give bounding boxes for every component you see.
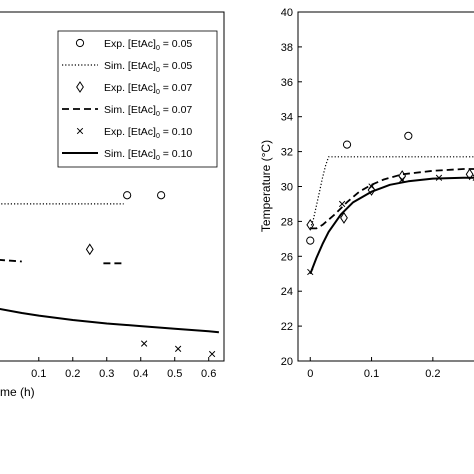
right-y-tick-label: 38 bbox=[281, 42, 293, 54]
left-x-tick-label: 0.4 bbox=[133, 368, 148, 380]
right-series-solid-line bbox=[309, 176, 474, 275]
left-series-dashed-line bbox=[0, 259, 22, 263]
right-y-tick-label: 22 bbox=[281, 321, 293, 333]
legend-entry: Sim. [EtAc]0 = 0.07 bbox=[62, 104, 192, 118]
right-x-point bbox=[307, 268, 314, 276]
legend-entry: Exp. [EtAc]0 = 0.07 bbox=[76, 81, 192, 96]
left-circle-point bbox=[123, 191, 132, 200]
right-y-tick-label: 40 bbox=[281, 7, 293, 19]
left-circle-point bbox=[157, 191, 166, 200]
left-x-point bbox=[174, 345, 182, 352]
left-x-tick-label: 0.6 bbox=[201, 368, 216, 380]
right-x-point bbox=[399, 176, 406, 183]
left-plot-area bbox=[0, 191, 219, 358]
left-axes-box bbox=[0, 11, 225, 362]
right-series-dotted-line bbox=[309, 156, 474, 229]
right-x-point bbox=[435, 174, 443, 181]
legend-entry: Exp. [EtAc]0 = 0.05 bbox=[75, 38, 192, 52]
right-y-tick-label: 20 bbox=[281, 356, 293, 368]
right-series-dashed-line bbox=[310, 168, 474, 230]
right-circle-point bbox=[342, 140, 352, 149]
right-x-tick-label: 0.2 bbox=[425, 368, 440, 380]
legend-label: Exp. [EtAc]0 = 0.10 bbox=[104, 126, 192, 140]
right-x-point bbox=[368, 183, 375, 190]
right-y-tick-label: 24 bbox=[281, 286, 293, 298]
legend-label: Sim. [EtAc]0 = 0.05 bbox=[104, 60, 192, 74]
legend: Exp. [EtAc]0 = 0.05 Sim. [EtAc]0 = 0.05 Ex… bbox=[57, 30, 218, 168]
right-diamond-point bbox=[465, 168, 474, 181]
right-x-point bbox=[338, 200, 346, 208]
right-y-tick-label: 32 bbox=[281, 147, 293, 159]
left-diamond-point bbox=[85, 243, 94, 256]
legend-label: Sim. [EtAc]0 = 0.10 bbox=[104, 148, 192, 162]
legend-entry: Sim. [EtAc]0 = 0.05 bbox=[62, 60, 192, 74]
right-axis-ticks: 0 0.1 0.2 20 22 24 26 28 30 32 34 36 38 40 bbox=[281, 7, 441, 380]
left-x-tick-label: 0.1 bbox=[31, 368, 46, 380]
left-series-solid-line bbox=[0, 307, 219, 334]
right-x-tick-label: 0.1 bbox=[364, 368, 379, 380]
right-y-tick-label: 26 bbox=[281, 251, 293, 263]
right-y-tick-label: 30 bbox=[281, 182, 293, 194]
right-y-tick-label: 34 bbox=[281, 112, 293, 124]
right-chart-panel: 0 0.1 0.2 20 22 24 26 28 30 32 34 36 38 40 Temperatur… bbox=[259, 7, 474, 380]
right-diamond-point bbox=[398, 170, 407, 182]
legend-entry: Exp. [EtAc]0 = 0.10 bbox=[76, 126, 192, 140]
legend-label: Exp. [EtAc]0 = 0.07 bbox=[104, 82, 192, 96]
right-y-tick-label: 36 bbox=[281, 77, 293, 89]
left-x-tick-label: 0.3 bbox=[99, 368, 114, 380]
right-y-tick-label: 28 bbox=[281, 216, 293, 228]
left-x-axis-title: me (h) bbox=[0, 385, 35, 399]
left-x-point bbox=[208, 350, 216, 358]
legend-entry: Sim. [EtAc]0 = 0.10 bbox=[62, 148, 192, 162]
legend-label: Sim. [EtAc]0 = 0.07 bbox=[104, 104, 192, 118]
left-x-ticks: 0.1 0.2 0.3 0.4 0.5 0.6 bbox=[31, 357, 216, 380]
left-chart-panel: 0.1 0.2 0.3 0.4 0.5 0.6 me (h) Exp. [EtAc]0 =… bbox=[0, 11, 225, 399]
left-x-tick-label: 0.5 bbox=[167, 368, 182, 380]
legend-marker-sample bbox=[76, 81, 84, 93]
right-x-tick-label: 0 bbox=[307, 368, 313, 380]
legend-box bbox=[57, 30, 218, 168]
right-circle-point bbox=[404, 131, 413, 140]
right-diamond-point bbox=[340, 212, 348, 224]
legend-label: Exp. [EtAc]0 = 0.05 bbox=[104, 38, 192, 52]
legend-marker-sample bbox=[75, 38, 85, 48]
left-x-tick-label: 0.2 bbox=[65, 368, 80, 380]
right-circle-point bbox=[306, 236, 315, 245]
legend-marker-sample bbox=[76, 127, 84, 135]
right-diamond-point bbox=[306, 218, 315, 231]
right-plot-area bbox=[306, 131, 474, 276]
right-y-axis-title: Temperature (°C) bbox=[259, 140, 273, 232]
left-x-point bbox=[140, 340, 148, 347]
